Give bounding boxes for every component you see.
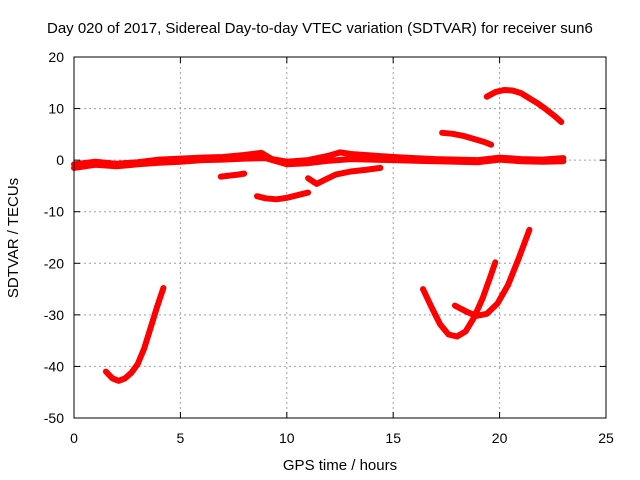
series-arc-upper-right [483, 87, 565, 125]
y-tick-label: -10 [44, 204, 64, 220]
series-arc-right-u [420, 259, 499, 340]
plot-frame [73, 56, 607, 419]
x-tick-label: 25 [598, 430, 614, 446]
x-tick-label: 10 [279, 430, 295, 446]
y-tick-label: -50 [44, 410, 64, 426]
chart-title: Day 020 of 2017, Sidereal Day-to-day VTE… [47, 20, 593, 37]
x-tick-label: 20 [492, 430, 508, 446]
y-tick-label: 10 [48, 101, 64, 117]
series-arc-dip [254, 189, 312, 203]
y-tick-label: 0 [56, 152, 64, 168]
series-arc-right-rise [451, 226, 533, 319]
x-tick-label: 15 [385, 430, 401, 446]
y-tick-label: 20 [48, 49, 64, 65]
y-axis-label: SDTVAR / TECUs [5, 178, 22, 298]
y-tick-label: -30 [44, 307, 64, 323]
series-arc-main-band-lower [71, 155, 567, 171]
series-arc-rise [305, 164, 384, 187]
x-tick-label: 5 [177, 430, 185, 446]
series-arc-left-u [102, 285, 167, 384]
y-tick-label: -40 [44, 358, 64, 374]
series-arc-mid-right [439, 129, 495, 148]
tick-layer: 0 5 10 15 20 25 -50 -40 -30 -20 -10 0 10 20 [44, 49, 614, 446]
series-layer [71, 87, 567, 384]
x-tick-label: 0 [70, 430, 78, 446]
y-tick-label: -20 [44, 255, 64, 271]
series-arc-short-left [217, 170, 248, 180]
x-axis-label: GPS time / hours [283, 457, 397, 474]
